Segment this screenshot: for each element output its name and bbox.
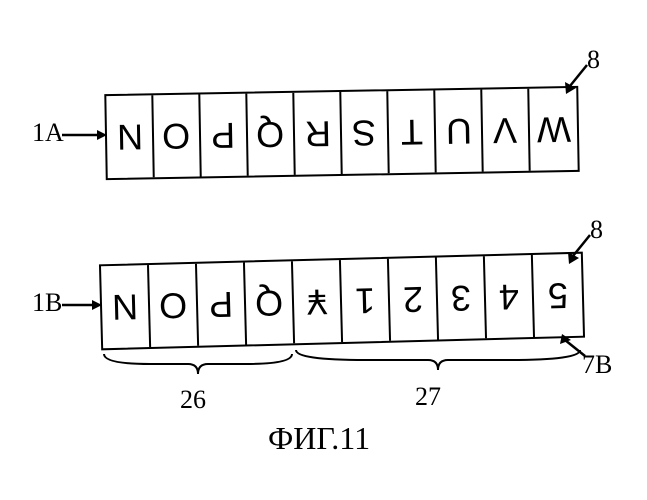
arrow-1a <box>62 128 107 142</box>
strip-a-glyph-0: N <box>116 115 143 157</box>
strip-a-cell-9: W <box>529 88 577 171</box>
strip-a-cell-4: R <box>294 92 342 175</box>
strip-a-glyph-1: O <box>162 115 191 157</box>
brace-26 <box>102 352 294 382</box>
strip-b-glyph-6: 2 <box>402 278 423 321</box>
strip-b-glyph-9: 5 <box>547 274 568 317</box>
strip-a-glyph-7: U <box>445 110 472 152</box>
label-26: 26 <box>180 385 206 415</box>
label-1a: 1A <box>32 118 64 148</box>
strip-b-cell-4: ¥ <box>293 260 343 343</box>
strip-b-glyph-4: ¥ <box>306 280 327 323</box>
strip-a-glyph-8: V <box>493 109 518 151</box>
figure-11: NOPQRSTUVW NOPQ¥12345 1A 1B 8 8 7B 26 27… <box>0 0 647 500</box>
strip-b-cell-7: 3 <box>437 256 487 339</box>
strip-b-glyph-5: 1 <box>354 279 375 322</box>
strip-b-cell-8: 4 <box>485 255 535 338</box>
strip-b-cell-5: 1 <box>341 259 391 342</box>
figure-caption: ФИГ.11 <box>268 420 370 457</box>
strip-a-glyph-4: R <box>304 112 331 154</box>
arrow-8-top <box>562 62 592 94</box>
strip-a-glyph-5: S <box>352 111 377 153</box>
strip-a-cell-7: U <box>435 90 483 173</box>
strip-b-glyph-3: Q <box>254 282 283 325</box>
arrow-1b <box>62 298 102 312</box>
brace-27 <box>294 348 582 378</box>
label-1b: 1B <box>32 288 62 318</box>
strip-a-cell-1: O <box>153 94 201 177</box>
strip-b-glyph-2: P <box>208 283 233 326</box>
strip-b-cell-0: N <box>101 265 151 348</box>
strip-a-glyph-2: P <box>211 114 236 156</box>
strip-b-glyph-0: N <box>112 285 139 328</box>
label-27: 27 <box>415 382 441 412</box>
strip-a-glyph-9: W <box>536 108 571 151</box>
strip-b-cell-9: 5 <box>533 254 583 337</box>
strip-a-cell-0: N <box>106 95 154 178</box>
strip-b-glyph-7: 3 <box>450 277 471 320</box>
strip-a-cell-8: V <box>482 89 530 172</box>
strip-a-glyph-6: T <box>400 111 423 153</box>
strip-b: NOPQ ¥12345 <box>99 252 585 351</box>
strip-a-glyph-3: Q <box>256 113 285 155</box>
strip-b-cell-3: Q <box>245 261 295 344</box>
strip-b-glyph-1: O <box>158 284 187 327</box>
arrow-8-bottom <box>565 232 595 264</box>
strip-a-cell-6: T <box>388 90 436 173</box>
strip-b-cell-1: O <box>149 264 199 347</box>
strip-b-cell-6: 2 <box>389 258 439 341</box>
strip-b-glyph-8: 4 <box>498 275 519 318</box>
strip-a-cell-2: P <box>200 94 248 177</box>
strip-a: NOPQRSTUVW <box>104 86 579 180</box>
strip-b-cell-2: P <box>197 263 247 346</box>
strip-a-cell-3: Q <box>247 93 295 176</box>
strip-a-cell-5: S <box>341 91 389 174</box>
